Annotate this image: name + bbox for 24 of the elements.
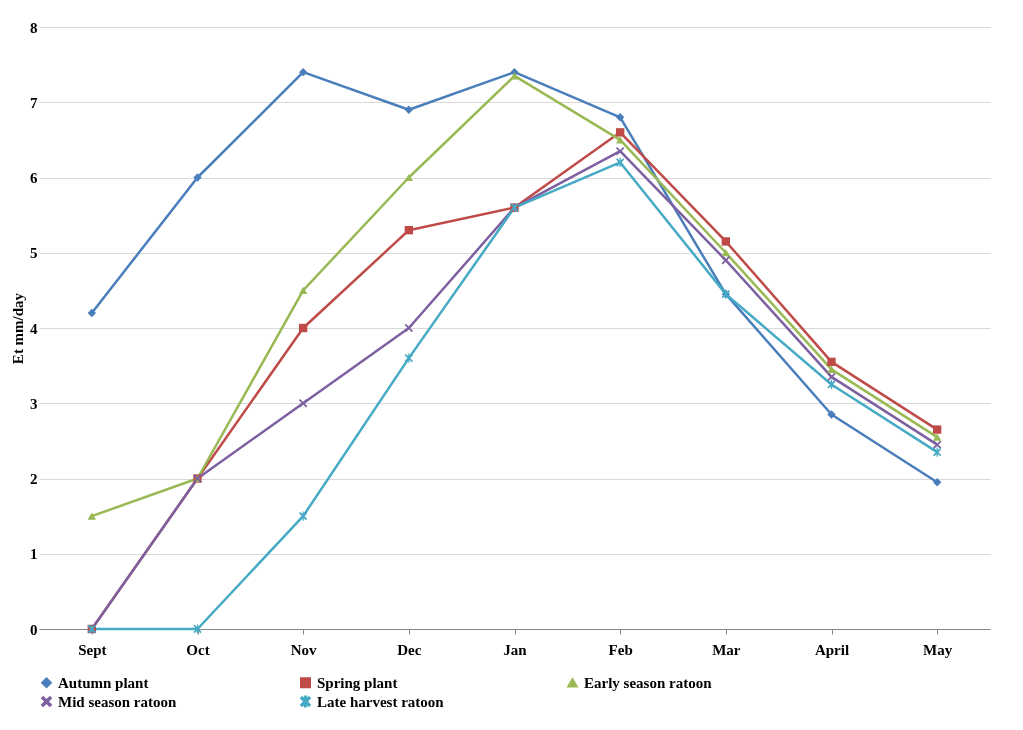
x-tick-label: Dec (397, 641, 422, 658)
x-tick-label: Sept (78, 641, 107, 658)
y-tick-label: 4 (30, 320, 38, 337)
y-tick-label: 0 (30, 621, 38, 638)
x-tick-label: Jan (503, 641, 528, 658)
x-tick-label: April (814, 641, 850, 658)
y-tick-label: 3 (30, 395, 38, 412)
legend-label: Early season ratoon (584, 674, 713, 691)
x-tick-label: Oct (186, 641, 210, 658)
y-tick-label: 7 (30, 94, 38, 111)
y-tick-label: 8 (30, 19, 38, 36)
x-tick-label: Feb (608, 641, 633, 658)
legend-label: Mid season ratoon (58, 693, 177, 710)
legend-label: Late harvest ratoon (317, 693, 445, 710)
legend-label: Autumn plant (58, 674, 149, 691)
y-tick-label: 2 (30, 471, 38, 487)
legend-label: Spring plant (317, 674, 398, 691)
y-axis-title: Et mm/day (10, 292, 26, 365)
y-tick-label: 5 (30, 245, 38, 262)
x-tick-label: Nov (290, 641, 318, 658)
y-tick-label: 6 (30, 170, 38, 186)
x-tick-label: Mar (712, 641, 741, 658)
y-tick-label: 1 (30, 546, 38, 563)
x-tick-label: May (923, 641, 953, 658)
